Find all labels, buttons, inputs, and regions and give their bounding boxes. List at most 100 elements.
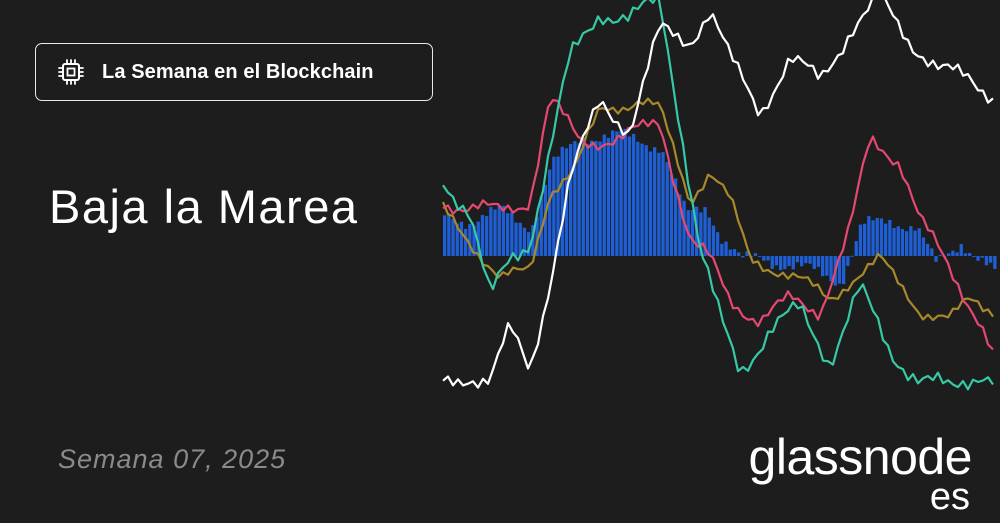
histogram-bar	[795, 256, 800, 263]
histogram-bar	[657, 152, 661, 256]
histogram-bar	[455, 223, 459, 256]
histogram-bar	[779, 256, 783, 271]
histogram-bar	[791, 256, 795, 270]
histogram-bar	[569, 144, 573, 256]
histogram-bar	[493, 209, 497, 256]
histogram-bar	[720, 243, 724, 256]
histogram-bar	[573, 141, 577, 256]
histogram-bar	[821, 256, 825, 277]
histogram-bar	[888, 220, 892, 256]
histogram-bar	[854, 241, 858, 256]
histogram-bar	[858, 224, 863, 256]
histogram-bar	[648, 151, 653, 256]
histogram-bar	[758, 256, 762, 257]
histogram-bar	[732, 249, 737, 256]
histogram-bar	[598, 141, 602, 256]
histogram-bar	[829, 256, 833, 282]
brand-logo: glassnode es	[712, 432, 982, 520]
histogram-bar	[585, 144, 590, 256]
histogram-bar	[611, 130, 615, 256]
histogram-bar	[485, 216, 489, 256]
histogram-bar	[863, 223, 867, 256]
histogram-bar	[468, 223, 472, 256]
histogram-bar	[632, 133, 636, 256]
badge-label: La Semana en el Blockchain	[102, 60, 374, 83]
histogram-bar	[766, 256, 770, 261]
histogram-bar	[900, 229, 905, 256]
histogram-bar	[993, 256, 997, 269]
week-label: Semana 07, 2025	[58, 444, 287, 474]
histogram-bar	[636, 141, 640, 256]
histogram-bar	[459, 221, 464, 256]
histogram-bar	[787, 256, 791, 267]
histogram-bar	[653, 147, 657, 256]
series-line-2	[442, 98, 994, 351]
histogram-bar	[590, 140, 594, 256]
histogram-bar	[527, 232, 531, 256]
histogram-bar	[963, 253, 968, 256]
histogram-bar	[934, 256, 938, 262]
histogram-bar	[955, 252, 959, 256]
series-line-4	[442, 0, 994, 389]
histogram-bar	[560, 146, 564, 256]
histogram-bar	[678, 194, 682, 256]
histogram-bar	[980, 256, 984, 258]
histogram-bar	[707, 217, 711, 256]
histogram-bar	[976, 256, 980, 261]
histogram-bar	[951, 250, 955, 256]
histogram-bar	[846, 256, 850, 266]
histogram-bar	[464, 228, 468, 256]
histogram-bar	[837, 256, 842, 284]
histogram-bar	[947, 253, 951, 256]
histogram-bar	[913, 230, 917, 256]
histogram-bar	[548, 169, 552, 256]
histogram-bar	[497, 205, 501, 256]
histogram-bar	[606, 137, 611, 256]
page-title: Baja la Marea	[49, 180, 359, 233]
histogram-bar	[522, 227, 527, 256]
histogram-bar	[884, 223, 888, 256]
histogram-bar	[896, 226, 900, 256]
histogram-bar	[724, 241, 728, 256]
histogram-bar	[972, 256, 976, 257]
histogram-bar	[577, 143, 581, 256]
histogram-bar	[644, 145, 648, 256]
histogram-bar	[640, 143, 644, 256]
histogram-bar	[489, 207, 493, 256]
histogram-bar	[842, 256, 846, 285]
logo-suffix: es	[929, 476, 970, 518]
histogram-bar	[711, 225, 716, 256]
histogram-bar	[804, 256, 808, 264]
histogram-bar	[728, 249, 732, 256]
histogram-bar	[968, 253, 972, 256]
histogram-bar	[682, 200, 686, 256]
histogram-bar	[984, 256, 989, 266]
histogram-bar	[627, 136, 632, 256]
histogram-bar	[552, 156, 556, 256]
histogram-bar	[501, 205, 506, 256]
histogram-bar	[506, 213, 510, 256]
histogram-bar	[938, 254, 942, 256]
histogram-bar	[989, 256, 993, 263]
histogram-bar	[623, 128, 627, 256]
histogram-bar	[518, 222, 522, 256]
histogram-bar	[909, 226, 913, 256]
series-badge: La Semana en el Blockchain	[35, 43, 433, 101]
histogram-bar	[917, 228, 921, 256]
histogram-bar	[867, 216, 871, 256]
histogram-bar	[816, 256, 821, 267]
histogram-bar	[543, 184, 548, 256]
series-line-3	[442, 0, 994, 391]
histogram-bar	[800, 256, 804, 267]
histogram-bar	[959, 244, 963, 256]
histogram-bar	[753, 253, 758, 256]
histogram-bar	[443, 215, 447, 256]
histogram-bar	[921, 237, 926, 256]
line-series	[441, 0, 994, 391]
histogram-bar	[783, 256, 787, 270]
histogram-bar	[926, 243, 930, 256]
histogram-bar	[510, 212, 514, 256]
histogram-bar	[669, 173, 674, 256]
histogram-bar	[825, 256, 829, 276]
